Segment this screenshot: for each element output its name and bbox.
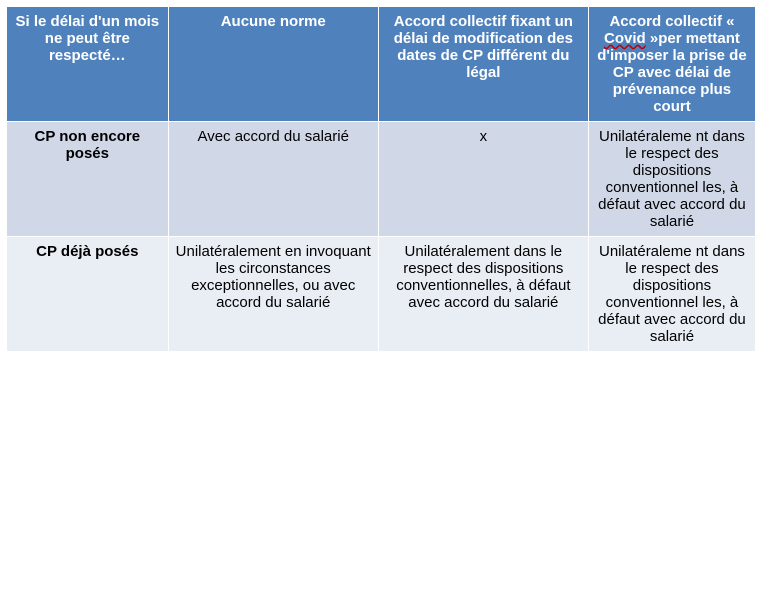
cp-deadline-table: Si le délai d'un mois ne peut être respe… <box>6 6 756 352</box>
table-row: CP déjà posés Unilatéralement en invoqua… <box>7 237 756 352</box>
cell-1-2: Unilatéraleme nt dans le respect des dis… <box>588 237 755 352</box>
header-cell-1: Aucune norme <box>168 7 378 122</box>
table-row: CP non encore posés Avec accord du salar… <box>7 122 756 237</box>
header-cell-2: Accord collectif fixant un délai de modi… <box>378 7 588 122</box>
header-cell-3-pre: Accord collectif « <box>609 13 734 30</box>
cell-1-0: Unilatéralement en invoquant les circons… <box>168 237 378 352</box>
header-row: Si le délai d'un mois ne peut être respe… <box>7 7 756 122</box>
header-cell-0: Si le délai d'un mois ne peut être respe… <box>7 7 169 122</box>
cell-1-1: Unilatéralement dans le respect des disp… <box>378 237 588 352</box>
row-header-0: CP non encore posés <box>7 122 169 237</box>
header-cell-3-covid: Covid <box>604 30 646 47</box>
cell-0-2: Unilatéraleme nt dans le respect des dis… <box>588 122 755 237</box>
table-container: Si le délai d'un mois ne peut être respe… <box>0 0 762 358</box>
cell-0-1: x <box>378 122 588 237</box>
cell-0-0: Avec accord du salarié <box>168 122 378 237</box>
header-cell-3: Accord collectif « Covid »per mettant d'… <box>588 7 755 122</box>
row-header-1: CP déjà posés <box>7 237 169 352</box>
